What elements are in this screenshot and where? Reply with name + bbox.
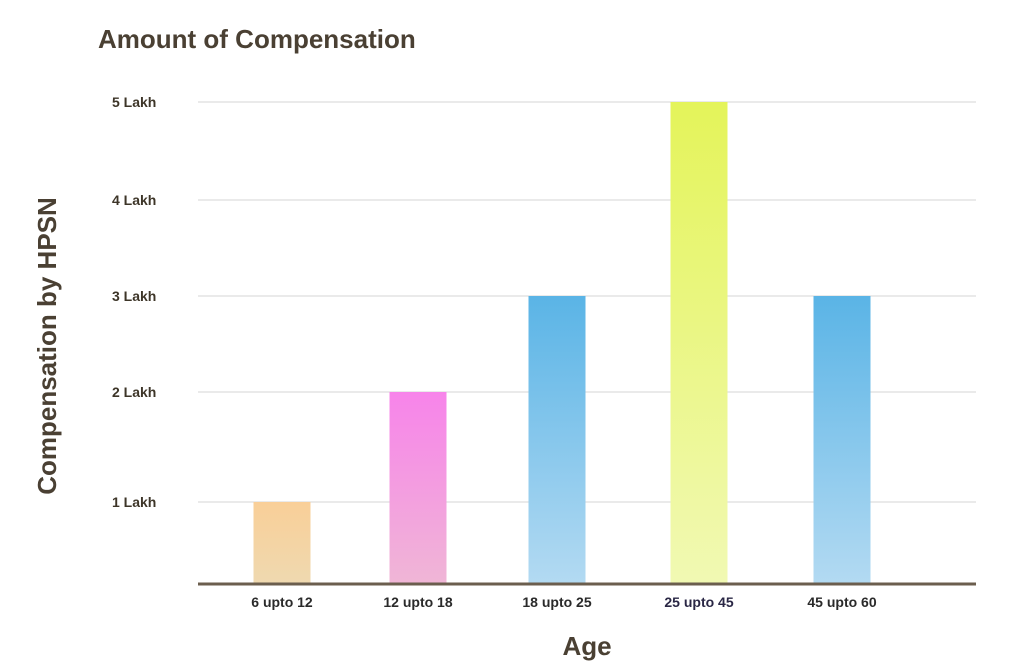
bar: [253, 502, 311, 584]
x-axis-label: Age: [562, 631, 611, 661]
y-tick-labels: 1 Lakh 2 Lakh 3 Lakh 4 Lakh 5 Lakh: [112, 94, 156, 510]
chart-title: Amount of Compensation: [98, 24, 416, 54]
x-tick-label: 45 upto 60: [807, 594, 876, 610]
x-tick-label: 12 upto 18: [383, 594, 452, 610]
y-axis-label: Compensation by HPSN: [32, 197, 62, 495]
bar: [670, 102, 728, 584]
bar: [528, 296, 586, 584]
y-tick-label: 2 Lakh: [112, 384, 156, 400]
y-tick-label: 5 Lakh: [112, 94, 156, 110]
y-tick-label: 3 Lakh: [112, 288, 156, 304]
x-tick-label: 6 upto 12: [251, 594, 313, 610]
bars: [253, 102, 871, 584]
y-tick-label: 1 Lakh: [112, 494, 156, 510]
y-tick-label: 4 Lakh: [112, 192, 156, 208]
x-tick-labels: 6 upto 12 12 upto 18 18 upto 25 25 upto 45 4…: [251, 594, 877, 610]
bar: [813, 296, 871, 584]
x-tick-label: 18 upto 25: [522, 594, 591, 610]
x-tick-label: 25 upto 45: [664, 594, 733, 610]
bar: [389, 392, 447, 584]
